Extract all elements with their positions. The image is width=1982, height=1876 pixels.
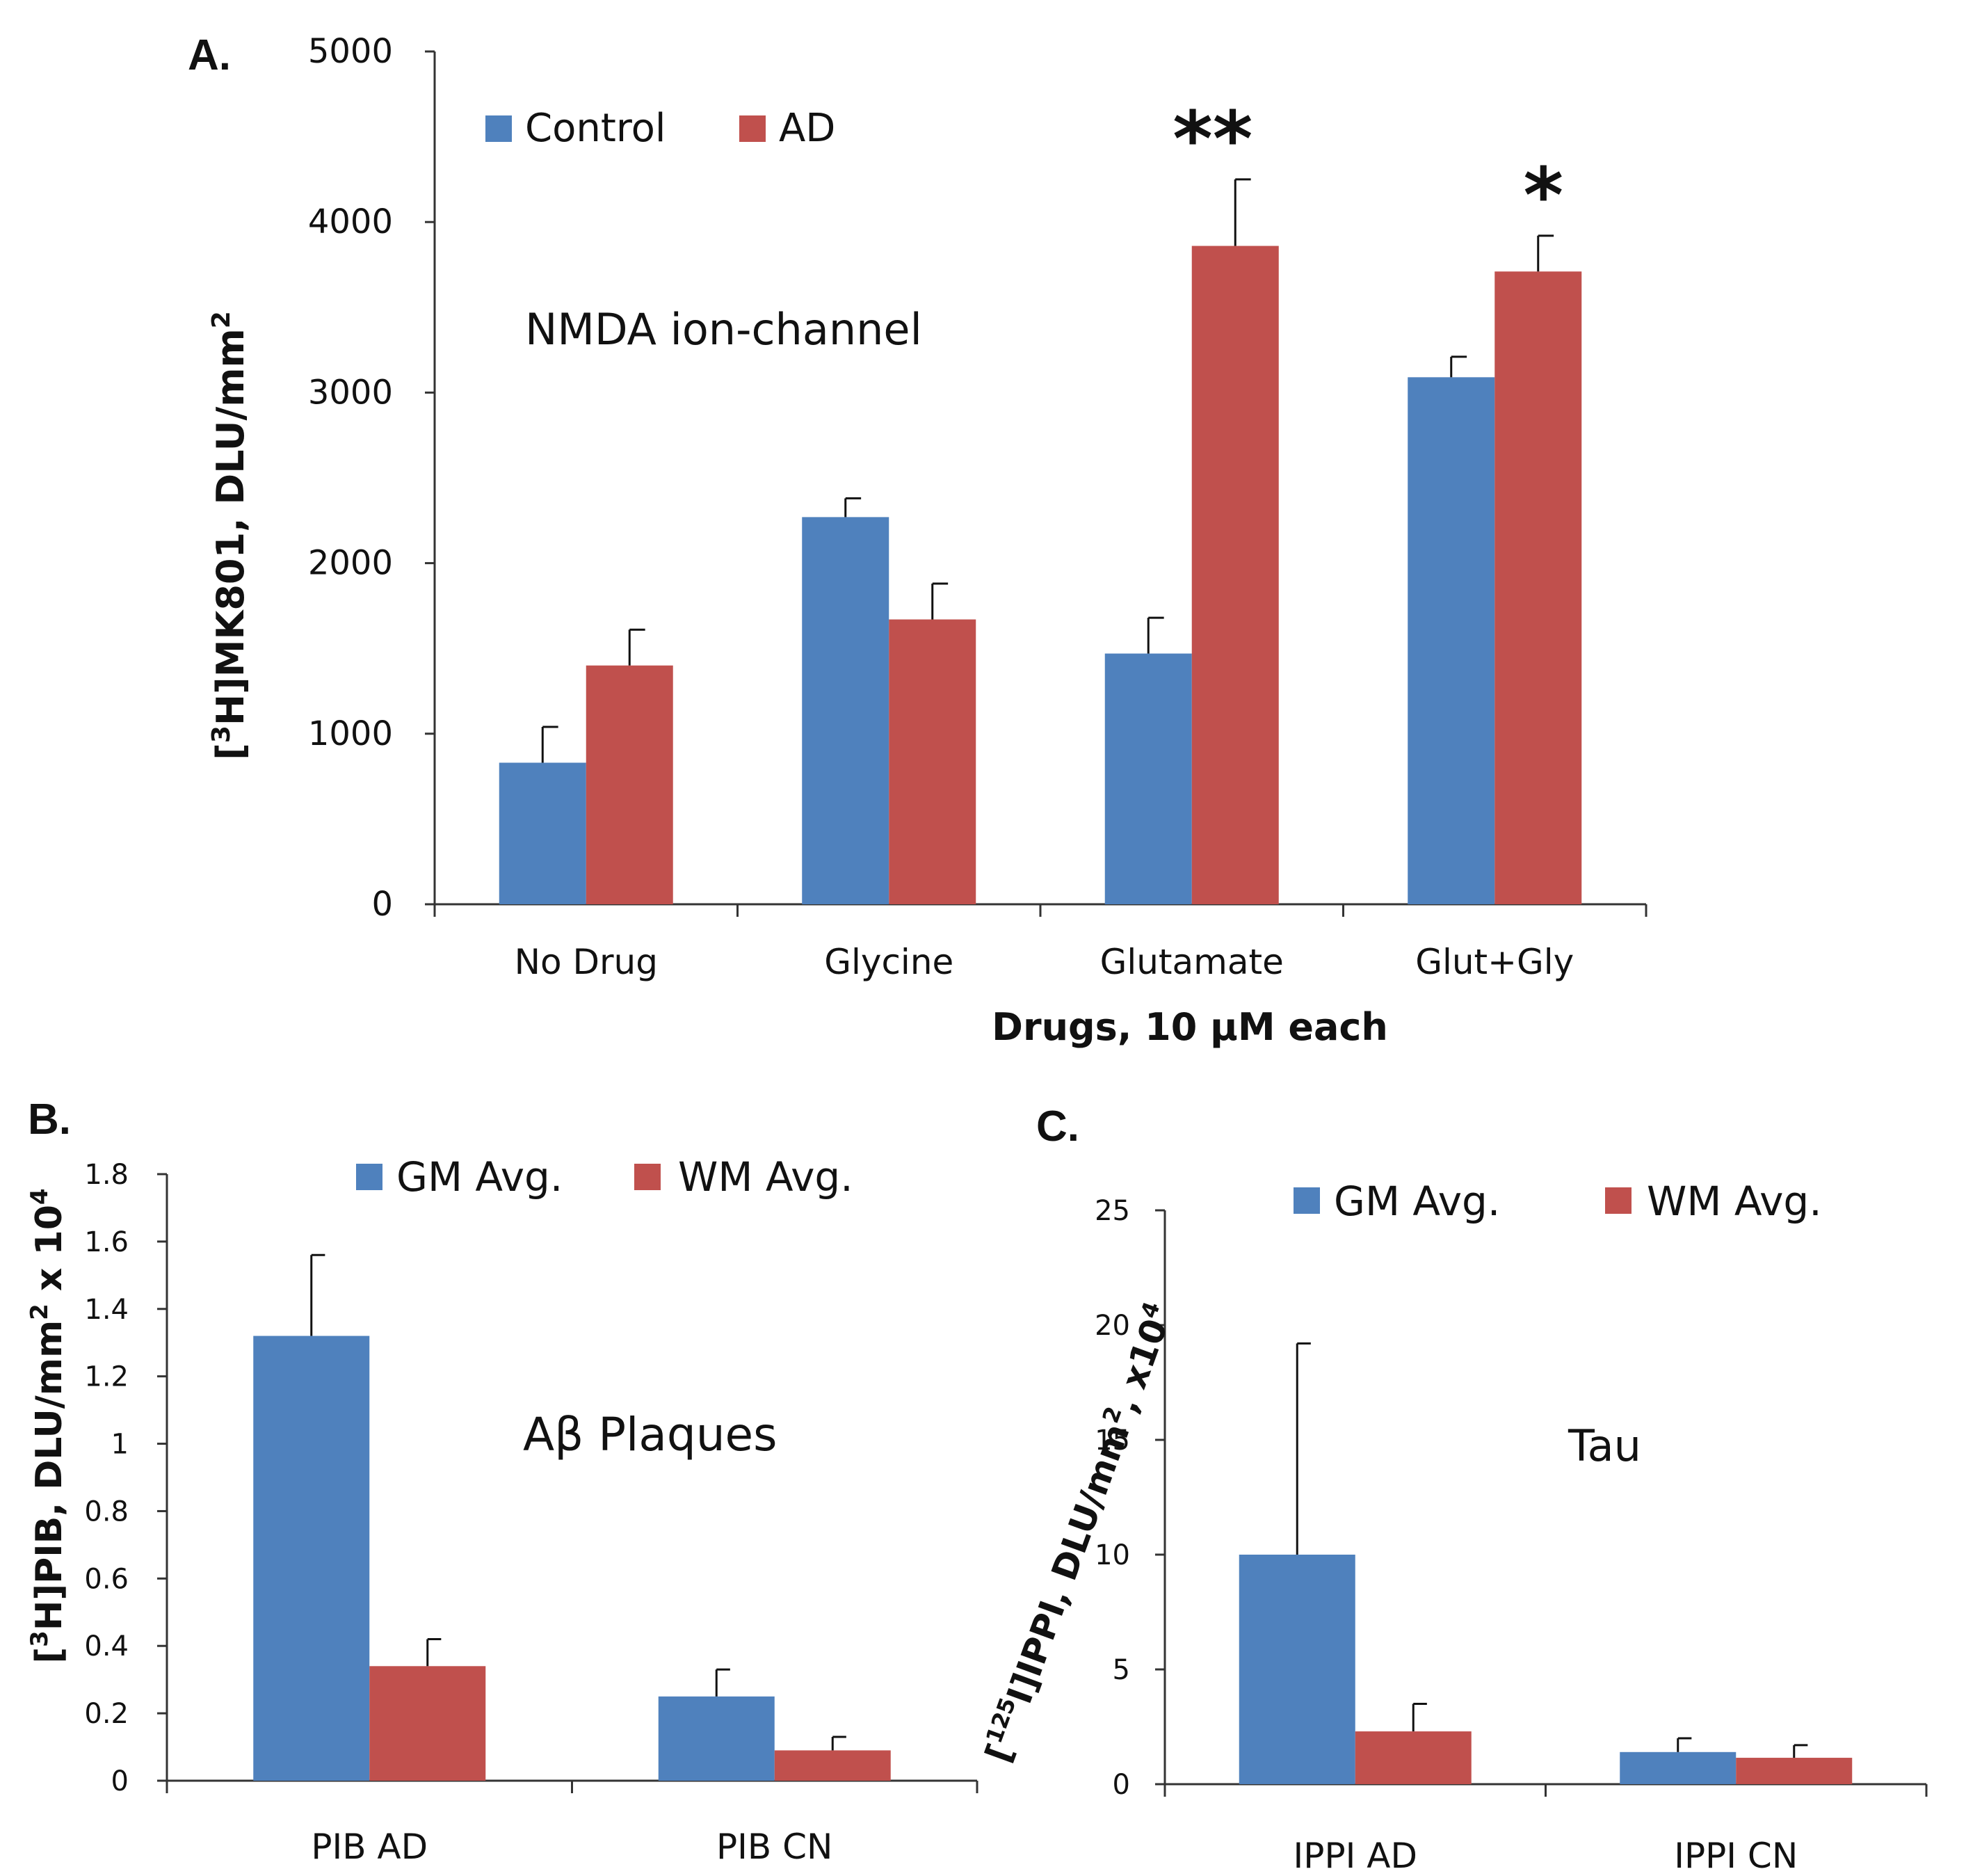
panel-b-y-tick-label: 0.4 — [84, 1630, 129, 1662]
panel-a-y-tick-label: 1000 — [308, 714, 393, 753]
panel-a-y-tick-label: 4000 — [308, 202, 393, 241]
panel-a-category-label: No Drug — [515, 942, 658, 982]
panel-c-y-tick-label: 10 — [1095, 1539, 1130, 1571]
panel-a-bar-control-no-drug — [499, 762, 586, 904]
panel-c-label: C. — [1036, 1103, 1079, 1151]
panel-b-bar-wm-avg-pib-ad — [369, 1666, 486, 1781]
panel-c-bar-wm-avg-ippi-cn — [1736, 1758, 1853, 1784]
panel-a-y-tick-label: 3000 — [308, 373, 393, 412]
panel-a-significance-glut-gly: * — [1523, 151, 1563, 240]
panel-c-category-label: IPPI AD — [1294, 1836, 1417, 1876]
panel-a-bar-ad-glutamate — [1191, 246, 1279, 904]
panel-c-bar-gm-avg-ippi-ad — [1239, 1555, 1355, 1784]
panel-a-bar-control-glut-gly — [1408, 377, 1495, 904]
panel-b: B. 0 0.2 0.4 0.6 0.8 1 1.2 1.4 1.6 1.8 PIB AD PIB … — [26, 1096, 978, 1867]
panel-a-y-axis-title: [3H]MK801, DLU/mm2 — [207, 311, 252, 760]
panel-b-y-axis-title: [3H]PIB, DLU/mm2 x 104 — [26, 1188, 70, 1663]
panel-a-bar-ad-glycine — [889, 619, 976, 904]
panel-b-y-tick-label: 1.2 — [84, 1361, 129, 1393]
panel-c-bar-gm-avg-ippi-cn — [1620, 1751, 1737, 1784]
legend-label-control: Control — [525, 106, 666, 151]
legend-label-wm-avg-b: WM Avg. — [678, 1153, 853, 1201]
legend-label-gm-avg-b: GM Avg. — [396, 1153, 563, 1201]
panel-a-y-tick-label: 2000 — [308, 544, 393, 583]
panel-b-y-tick-label: 0 — [111, 1765, 129, 1797]
legend-swatch-wm-avg-c — [1605, 1187, 1631, 1214]
panel-c-bar-wm-avg-ippi-ad — [1355, 1731, 1472, 1784]
legend-label-wm-avg-c: WM Avg. — [1647, 1178, 1822, 1225]
panel-a-category-label: Glycine — [824, 942, 953, 982]
panel-b-y-tick-label: 0.8 — [84, 1496, 129, 1528]
panel-b-y-tick-label: 0.2 — [84, 1698, 129, 1730]
legend-swatch-gm-avg-b — [356, 1164, 382, 1190]
panel-b-bar-wm-avg-pib-cn — [774, 1750, 891, 1781]
panel-a-bar-control-glycine — [802, 517, 889, 904]
panel-c-y-tick-label: 5 — [1113, 1654, 1130, 1686]
panel-b-bar-gm-avg-pib-ad — [253, 1336, 370, 1781]
panel-b-y-tick-label: 0.6 — [84, 1563, 129, 1595]
panel-a-category-label: Glut+Gly — [1415, 942, 1574, 982]
panel-a-bar-control-glutamate — [1104, 653, 1192, 904]
panel-c: C. 0 5 10 15 20 25 IPPI AD IPPI CN GM Avg. WM … — [975, 1103, 1928, 1876]
panel-b-y-tick-label: 1.6 — [84, 1226, 129, 1258]
panel-c-y-tick-label: 0 — [1113, 1769, 1130, 1801]
panel-c-category-label: IPPI CN — [1674, 1836, 1798, 1876]
panel-a-bar-ad-glut-gly — [1494, 271, 1582, 905]
panel-a-significance-glutamate: ** — [1173, 95, 1252, 184]
legend-swatch-gm-avg-c — [1294, 1187, 1320, 1214]
panel-c-y-tick-label: 15 — [1095, 1425, 1130, 1457]
legend-swatch-control — [485, 115, 512, 142]
panel-c-y-tick-label: 25 — [1095, 1195, 1130, 1227]
panel-a-category-label: Glutamate — [1100, 942, 1284, 982]
panel-c-legend: GM Avg. WM Avg. — [1294, 1178, 1822, 1225]
legend-swatch-ad — [739, 115, 766, 142]
panel-b-y-tick-label: 1 — [111, 1429, 129, 1461]
legend-label-gm-avg-c: GM Avg. — [1334, 1178, 1500, 1225]
panel-a-annotation: NMDA ion-channel — [525, 304, 922, 355]
legend-label-ad: AD — [779, 106, 835, 151]
panel-b-category-label: PIB AD — [311, 1827, 428, 1867]
panel-a-bar-ad-no-drug — [586, 665, 673, 904]
panel-c-annotation: Tau — [1568, 1420, 1641, 1471]
panel-a-y-tick-label: 5000 — [308, 32, 393, 71]
panel-b-legend: GM Avg. WM Avg. — [356, 1153, 853, 1201]
legend-swatch-wm-avg-b — [634, 1164, 661, 1190]
panel-a-x-axis-title: Drugs, 10 µM each — [992, 1005, 1388, 1049]
panel-b-category-label: PIB CN — [716, 1827, 832, 1867]
panel-b-bar-gm-avg-pib-cn — [658, 1696, 775, 1781]
panel-a-label: A. — [188, 31, 231, 79]
panel-c-y-axis-title: [125I]IPPI, DLU/mm2, x104 — [975, 1298, 1181, 1767]
panel-b-y-tick-label: 1.8 — [84, 1159, 129, 1191]
panel-a-legend: Control AD — [485, 106, 835, 151]
panel-b-y-tick-label: 1.4 — [84, 1294, 129, 1326]
panel-b-label: B. — [28, 1096, 71, 1144]
panel-c-y-tick-label: 20 — [1095, 1310, 1130, 1342]
panel-b-annotation: Aβ Plaques — [523, 1408, 778, 1461]
panel-a-y-tick-label: 0 — [371, 885, 393, 924]
